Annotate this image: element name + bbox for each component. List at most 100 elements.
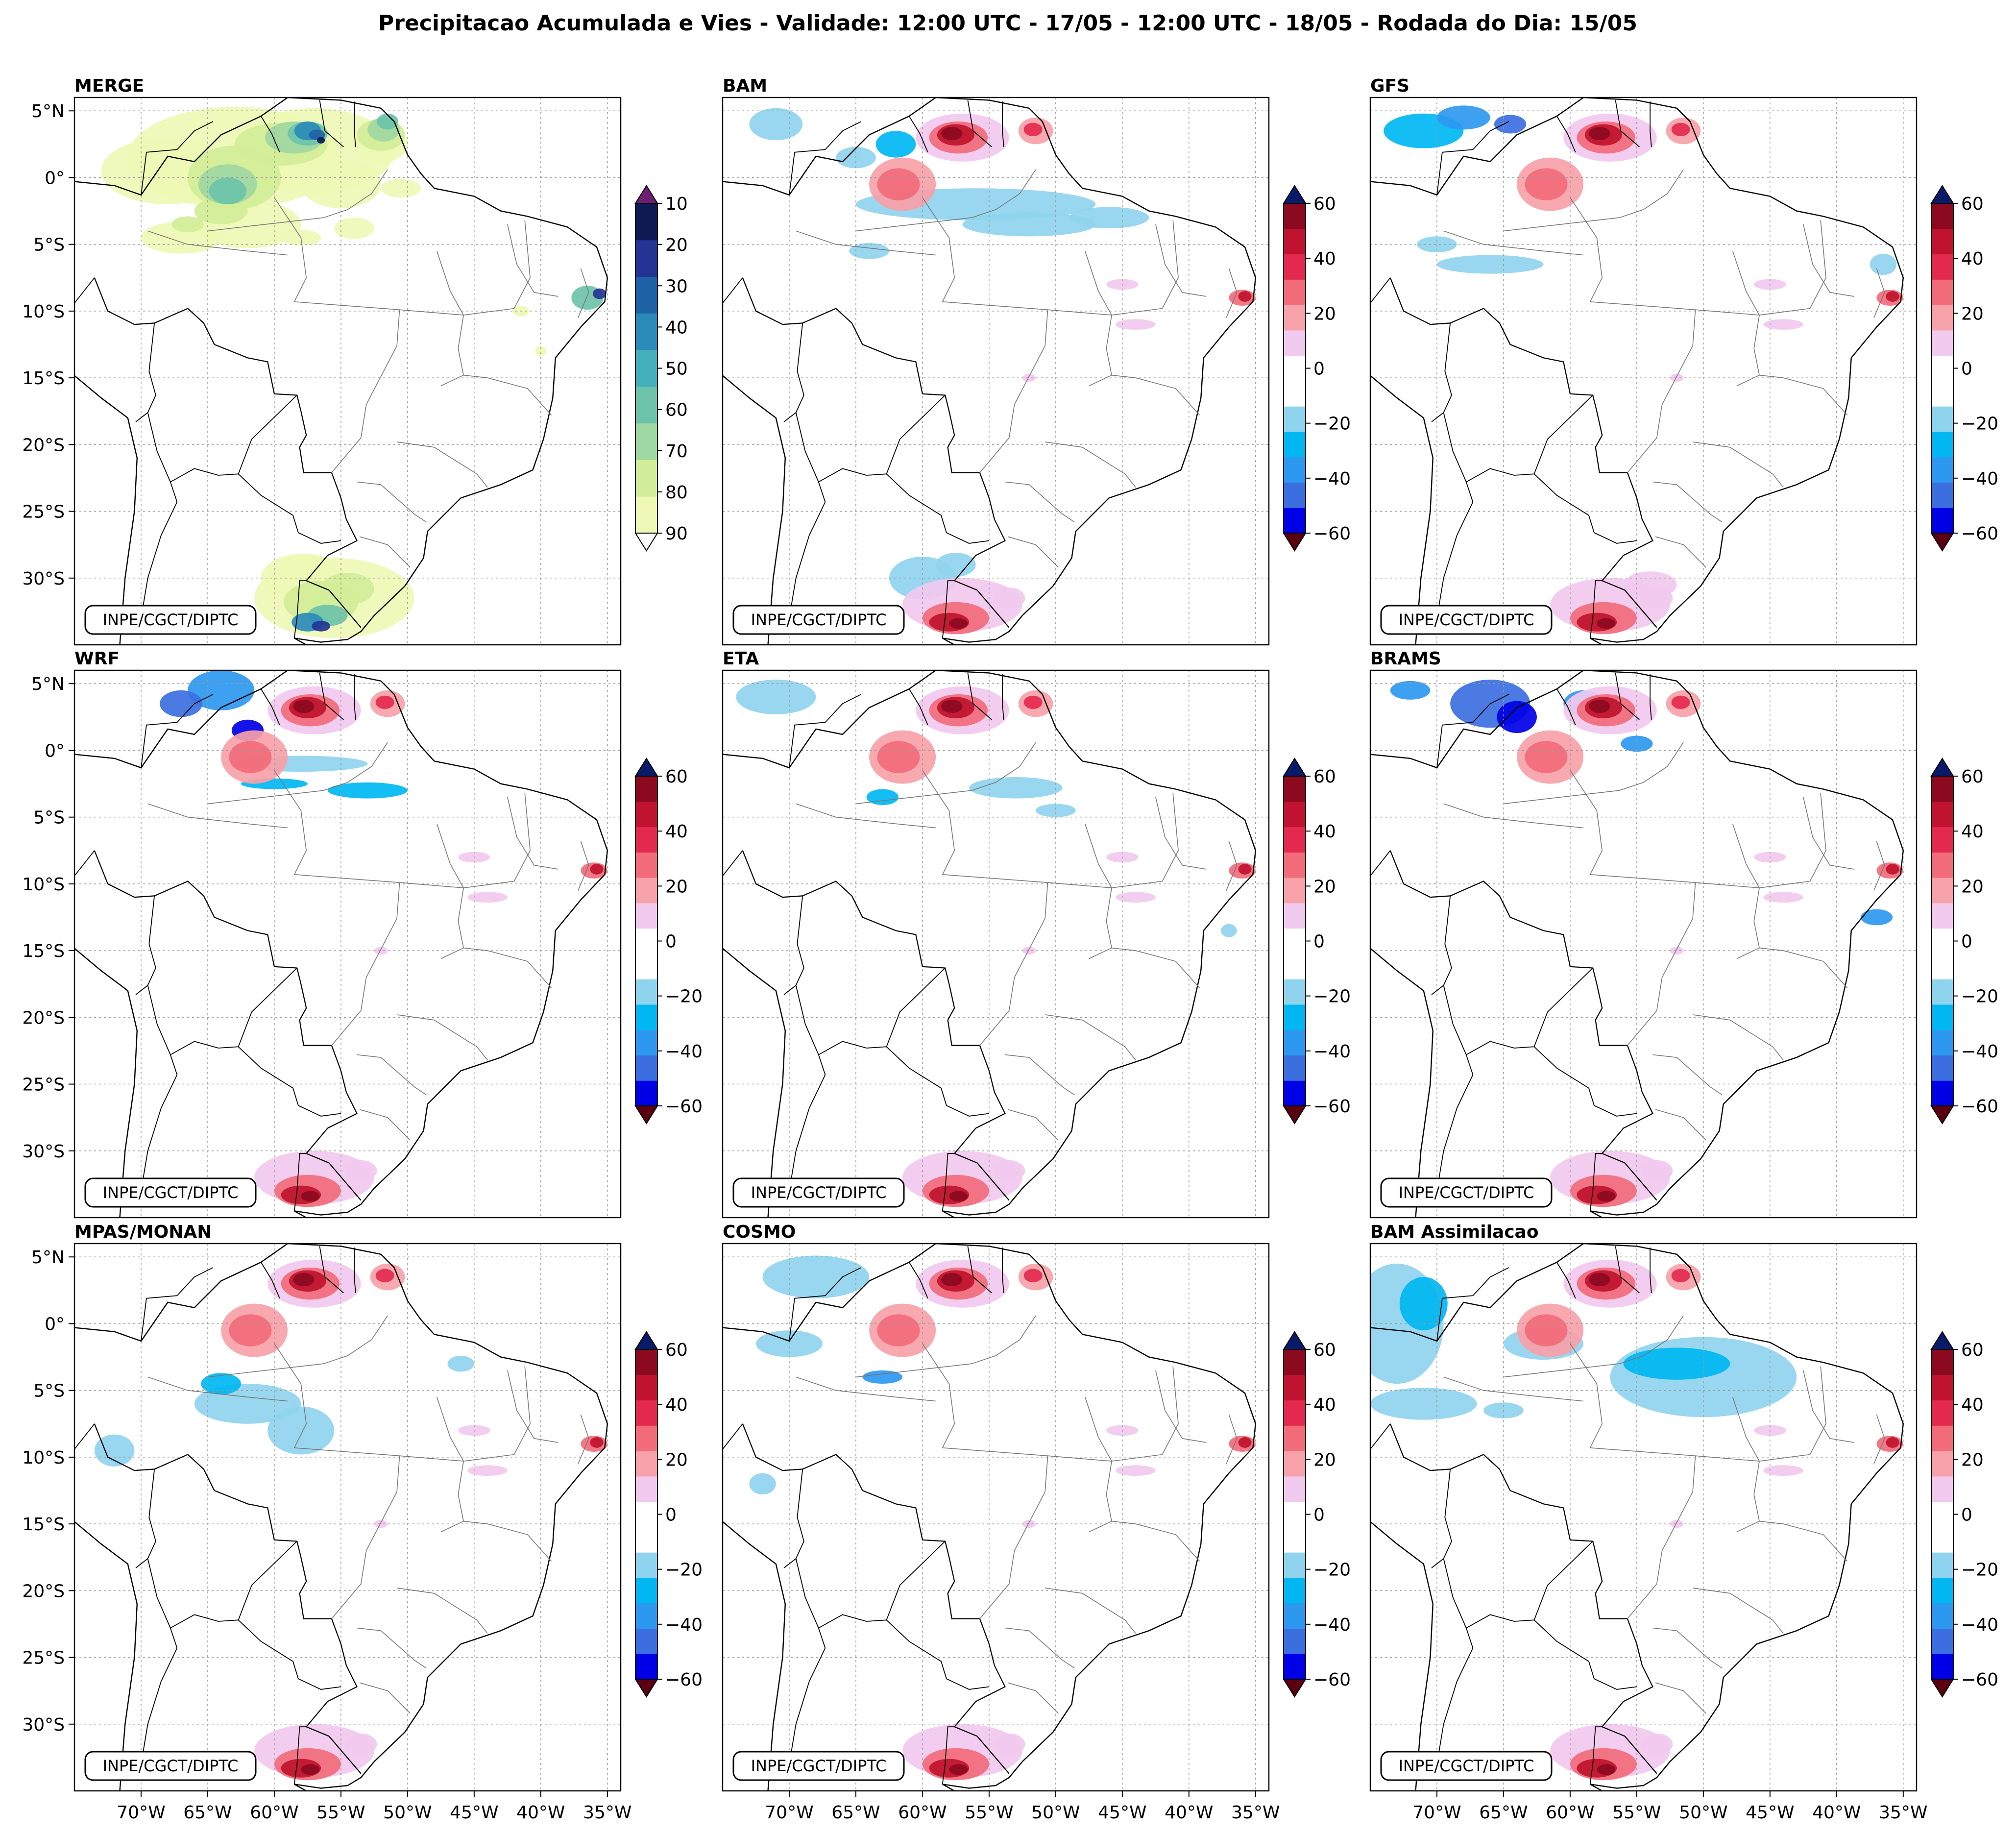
precip-field-blob — [1022, 946, 1036, 955]
state-border — [796, 230, 936, 256]
colorbar-segment — [1931, 852, 1953, 878]
credit-frame — [732, 1751, 905, 1781]
coastline-west — [723, 257, 786, 645]
state-border — [1590, 1447, 1810, 1462]
country-border — [135, 1558, 148, 1568]
precip-field-blob — [1238, 864, 1252, 875]
lon-tick-label: 35°W — [583, 1803, 632, 1823]
map-panel: COSMO INPE/CGCT/DIPTC 70°W 65°W 60°W 55°W 50°W… — [722, 1222, 1351, 1823]
colorbar-segment — [635, 903, 657, 929]
precip-field-blob — [1116, 319, 1156, 330]
colorbar-segment — [635, 852, 657, 878]
state-border — [463, 1520, 552, 1562]
lat-tick-label: 20°S — [22, 1581, 65, 1601]
lon-tick-label: 60°W — [898, 1803, 947, 1823]
state-border — [274, 197, 307, 302]
country-border — [141, 1267, 214, 1342]
colorbar-segment — [635, 386, 657, 424]
panel-title: BAM Assimilacao — [1370, 1222, 1539, 1242]
colorbar-over-arrow — [1283, 1331, 1307, 1350]
state-border — [1503, 1315, 1684, 1378]
precip-field-blob — [1597, 1191, 1616, 1202]
country-border — [1589, 580, 1603, 638]
state-border — [507, 224, 559, 297]
colorbar-segment — [1931, 279, 1953, 305]
colorbar: 60 40 20 0 −20 −40 −60 — [634, 758, 703, 1125]
brazil-border — [742, 850, 1010, 1201]
country-border — [1431, 412, 1444, 422]
colorbar-segment — [1284, 1055, 1306, 1081]
colorbar-segment — [635, 1577, 657, 1604]
panel-title: GFS — [1370, 76, 1409, 96]
state-border — [147, 1376, 288, 1402]
state-border — [1803, 224, 1854, 297]
country-border — [908, 1262, 928, 1299]
credit-text: INPE/CGCT/DIPTC — [751, 1757, 887, 1775]
lat-tick-label: 0° — [45, 168, 65, 188]
state-border — [1873, 268, 1885, 318]
map-panel: BRAMS INPE/CGCT/DIPTC 60 40 20 0 −20 −40 −60 — [1369, 649, 1998, 1219]
state-border — [1590, 874, 1810, 888]
state-border — [207, 742, 388, 805]
colorbar-segment — [635, 423, 657, 460]
lat-tick-label: 15°S — [22, 1515, 65, 1535]
colorbar-segment — [1284, 1603, 1306, 1629]
country-border — [1436, 121, 1509, 196]
precip-field-blob — [736, 680, 816, 714]
state-border — [1655, 536, 1706, 568]
map-background — [74, 670, 621, 1218]
colorbar-segment — [635, 1055, 657, 1081]
state-border — [796, 1376, 936, 1402]
brazil-border — [94, 850, 362, 1201]
precip-field-blob — [1597, 1764, 1616, 1775]
precip-field-blob — [377, 113, 398, 130]
colorbar-segment — [635, 1349, 657, 1375]
colorbar-segment — [635, 1501, 657, 1527]
precip-field-blob — [345, 1733, 377, 1755]
colorbar-segment — [1284, 1425, 1306, 1451]
country-border — [74, 1423, 95, 1450]
colorbar-tick-label: 30 — [665, 276, 688, 296]
precip-field-blob — [866, 789, 899, 806]
colorbar-segment — [1284, 903, 1306, 929]
country-border — [1431, 1558, 1444, 1568]
colorbar-tick-label: 60 — [1961, 194, 1984, 214]
lon-tick-label: 40°W — [516, 1803, 565, 1823]
map-panel: WRF INPE/CGCT/DIPTC 5°N 0° 5°S 10°S 15°S 20°S 25… — [22, 649, 703, 1219]
state-border — [1044, 441, 1136, 488]
lat-tick-label: 30°S — [22, 569, 65, 589]
precip-field-blob — [1436, 105, 1490, 130]
map-content — [1370, 98, 1917, 645]
state-border — [1809, 220, 1826, 309]
colorbar-segment — [1284, 381, 1306, 407]
precip-field-blob — [749, 1473, 776, 1495]
state-border — [1692, 1014, 1784, 1060]
colorbar: 60 40 20 0 −20 −40 −60 — [1930, 758, 1998, 1125]
figure-title: Precipitacao Acumulada e Vies - Validade… — [378, 11, 1637, 36]
colorbar-segment — [635, 1374, 657, 1401]
country-border — [1556, 1262, 1576, 1299]
colorbar-tick-label: 70 — [665, 441, 688, 462]
lat-tick-label: 0° — [45, 741, 65, 761]
country-border — [141, 482, 178, 618]
precip-field-blob — [1641, 1733, 1673, 1755]
colorbar-under-arrow — [1283, 1105, 1307, 1125]
colorbar-tick-label: −40 — [665, 1042, 703, 1062]
state-border — [1759, 947, 1848, 988]
state-border — [436, 251, 464, 387]
state-border — [578, 841, 589, 891]
colorbar-segment — [1931, 1476, 1953, 1502]
lon-tick-label: 35°W — [1231, 1803, 1280, 1823]
map-panel: ETA INPE/CGCT/DIPTC 60 40 20 0 −20 −40 −60 — [722, 649, 1351, 1219]
country-border — [1002, 101, 1004, 147]
colorbar-segment — [1284, 1654, 1306, 1680]
colorbar-tick-label: 20 — [1961, 877, 1984, 897]
state-border — [1007, 1109, 1059, 1141]
state-border — [1155, 224, 1207, 297]
precip-field-blob — [1022, 1519, 1036, 1528]
country-border — [293, 580, 307, 638]
colorbar-tick-label: 20 — [1313, 877, 1336, 897]
country-border — [319, 673, 344, 720]
precip-field-blob — [1670, 373, 1684, 382]
map-background — [1370, 670, 1917, 1218]
